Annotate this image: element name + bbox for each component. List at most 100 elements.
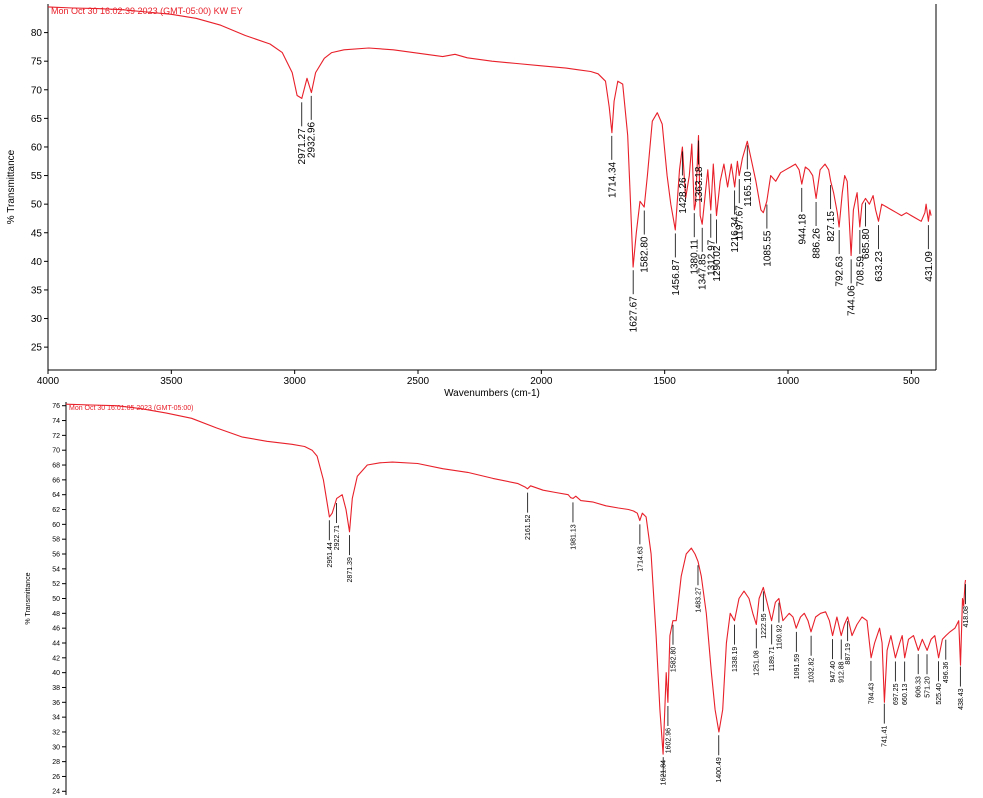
chart-0-peak-label: 1085.55 xyxy=(762,230,773,267)
chart-1-peak-label: 1400.49 xyxy=(716,757,723,782)
chart-1-peak-label: 438.43 xyxy=(958,688,965,710)
chart-1-peak-label: 1222.95 xyxy=(761,613,768,638)
chart-1-peak-label: 697.25 xyxy=(893,683,900,705)
chart-1-y-tick-label: 50 xyxy=(52,596,60,603)
chart-0-x-tick-label: 1500 xyxy=(654,376,677,387)
chart-0-peak-label: 633.23 xyxy=(874,251,885,282)
chart-0-x-tick-label: 4000 xyxy=(37,376,60,387)
chart-1-peak-label: 606.33 xyxy=(916,676,923,698)
chart-0-peak-label: 1197.67 xyxy=(735,205,746,241)
chart-1-peak-label: 1251.08 xyxy=(754,650,761,675)
chart-1-peak-label: 1189.71 xyxy=(769,646,776,671)
chart-1-peak-label: 2871.39 xyxy=(347,557,354,582)
chart-1-peak-label: 1602.96 xyxy=(665,728,672,753)
chart-1-y-tick-label: 66 xyxy=(52,477,60,484)
chart-1-peak-label: 1582.80 xyxy=(670,647,677,672)
chart-0-x-tick-label: 2000 xyxy=(530,376,553,387)
chart-0-y-tick-label: 70 xyxy=(31,85,43,96)
chart-1-y-tick-label: 30 xyxy=(52,744,60,751)
chart-0-y-tick-label: 40 xyxy=(31,257,43,268)
chart-0-y-tick-label: 35 xyxy=(31,285,43,296)
chart-1-peak-label: 2161.52 xyxy=(525,515,532,540)
chart-1-peak-label: 571.20 xyxy=(924,676,931,698)
chart-0-y-tick-label: 25 xyxy=(31,343,43,354)
chart-0-peak-label: 685.80 xyxy=(861,228,872,259)
chart-0-peak-label: 1582.80 xyxy=(640,236,651,273)
chart-0-x-tick-label: 3500 xyxy=(160,376,183,387)
chart-1-y-tick-label: 44 xyxy=(52,640,60,647)
chart-1-y-tick-label: 62 xyxy=(52,507,60,514)
chart-0-y-tick-label: 75 xyxy=(31,57,43,68)
chart-0-x-tick-label: 2500 xyxy=(407,376,430,387)
chart-1-peak-label: 1483.27 xyxy=(695,587,702,612)
chart-0-x-tick-label: 3000 xyxy=(284,376,307,387)
chart-0-x-tick-label: 500 xyxy=(903,376,920,387)
chart-0-header-text: Mon Oct 30 16:02:39 2023 (GMT-05:00) KW … xyxy=(51,6,243,16)
chart-top-spectrum: 25 30 35 40 45 50 55 60 65 70 75 80 4000 3500 3000 2500… xyxy=(6,4,937,399)
chart-0-x-axis-title: Wavenumbers (cm-1) xyxy=(444,388,540,399)
chart-0-x-tick-label: 1000 xyxy=(777,376,800,387)
chart-0-spectrum-line xyxy=(47,6,932,268)
chart-0-y-tick-label: 80 xyxy=(31,28,43,39)
chart-0-peak-label: 1456.87 xyxy=(671,259,682,296)
chart-1-y-tick-label: 58 xyxy=(52,537,60,544)
chart-1-peak-label: 912.88 xyxy=(839,661,846,683)
chart-1-peak-label: 418.08 xyxy=(963,606,970,628)
chart-0-peak-label: 744.06 xyxy=(847,285,858,316)
chart-0-y-tick-label: 45 xyxy=(31,228,43,239)
chart-1-peak-label: 2922.71 xyxy=(334,525,341,550)
chart-0-peak-label: 1380.11 xyxy=(690,239,701,275)
chart-1-peak-label: 1621.84 xyxy=(661,760,668,785)
chart-1-peak-label: 794.43 xyxy=(868,683,875,705)
chart-1-peak-label: 887.19 xyxy=(845,643,852,665)
chart-0-peak-label: 827.15 xyxy=(826,211,837,242)
chart-0-y-tick-label: 30 xyxy=(31,314,43,325)
chart-1-peak-label: 741.41 xyxy=(882,726,889,748)
chart-0-y-tick-label: 60 xyxy=(31,142,43,153)
chart-1-peak-label: 525.40 xyxy=(936,683,943,705)
chart-1-y-tick-label: 32 xyxy=(52,729,60,736)
chart-1-peak-label: 660.13 xyxy=(902,683,909,705)
chart-1-y-tick-label: 34 xyxy=(52,715,60,722)
chart-1-peak-label: 947.40 xyxy=(830,661,837,683)
chart-0-peak-label: 1216.34 xyxy=(730,216,741,253)
chart-0-peak-label: 1290.02 xyxy=(712,245,723,282)
chart-0-peak-label: 2971.27 xyxy=(297,128,308,165)
chart-0-peak-label: 708.59 xyxy=(855,256,866,287)
chart-0-peak-label: 886.26 xyxy=(812,228,823,259)
chart-1-peak-label: 496.36 xyxy=(943,662,950,684)
chart-0-peak-label: 1428.26 xyxy=(678,177,689,214)
chart-0-peak-label: 944.18 xyxy=(797,213,808,244)
chart-1-y-tick-label: 72 xyxy=(52,433,60,440)
chart-bottom-spectrum: 24 26 28 30 32 34 36 38 40 42 44 46 48 50 52 54 56 58 60 62… xyxy=(25,402,970,796)
chart-0-peak-label: 1165.10 xyxy=(743,171,754,207)
chart-0-peak-label: 792.63 xyxy=(835,256,846,287)
chart-1-y-tick-label: 52 xyxy=(52,581,60,588)
chart-0-peak-label: 1714.34 xyxy=(607,161,618,198)
chart-1-y-tick-label: 46 xyxy=(52,626,60,633)
chart-1-y-tick-label: 48 xyxy=(52,611,60,618)
chart-1-peak-label: 1091.59 xyxy=(794,654,801,679)
chart-1-y-tick-label: 38 xyxy=(52,685,60,692)
chart-1-y-tick-label: 24 xyxy=(52,789,60,796)
chart-1-peak-label: 1981.13 xyxy=(570,524,577,549)
chart-1-y-tick-label: 28 xyxy=(52,759,60,766)
chart-0-peak-label: 1312.97 xyxy=(706,239,717,276)
chart-1-y-tick-label: 64 xyxy=(52,492,60,499)
chart-1-y-axis-title: % Transmittance xyxy=(25,572,32,624)
chart-1-y-tick-label: 68 xyxy=(52,462,60,469)
chart-1-y-tick-label: 42 xyxy=(52,655,60,662)
chart-1-header-text: Mon Oct 30 16:01:05 2023 (GMT-05:00) xyxy=(69,405,194,412)
chart-1-y-tick-label: 36 xyxy=(52,700,60,707)
chart-1-y-tick-label: 40 xyxy=(52,670,60,677)
chart-0-peak-label: 1347.85 xyxy=(698,253,709,290)
chart-1-y-tick-label: 56 xyxy=(52,551,60,558)
chart-1-y-tick-label: 60 xyxy=(52,522,60,529)
chart-0-y-tick-label: 50 xyxy=(31,200,43,211)
chart-1-spectrum-line xyxy=(65,403,967,755)
chart-1-peak-label: 2951.44 xyxy=(327,542,334,567)
chart-1-y-tick-label: 26 xyxy=(52,774,60,781)
chart-1-y-tick-label: 54 xyxy=(52,566,60,573)
chart-0-peak-label: 1363.18 xyxy=(694,166,705,203)
